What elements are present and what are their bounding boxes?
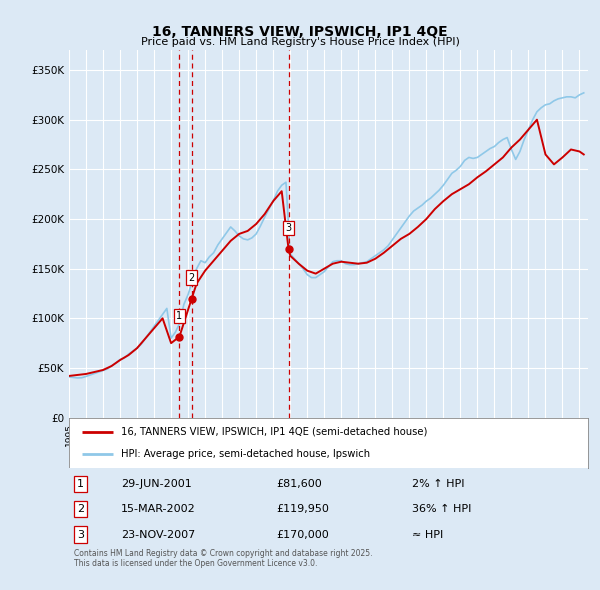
Text: £170,000: £170,000 [277, 530, 329, 540]
Text: Price paid vs. HM Land Registry's House Price Index (HPI): Price paid vs. HM Land Registry's House … [140, 37, 460, 47]
Text: 2: 2 [77, 504, 84, 514]
Text: 1: 1 [176, 311, 182, 321]
Text: Contains HM Land Registry data © Crown copyright and database right 2025.
This d: Contains HM Land Registry data © Crown c… [74, 549, 373, 568]
Text: £81,600: £81,600 [277, 479, 322, 489]
Text: 3: 3 [286, 223, 292, 233]
Text: 15-MAR-2002: 15-MAR-2002 [121, 504, 196, 514]
Text: 16, TANNERS VIEW, IPSWICH, IP1 4QE: 16, TANNERS VIEW, IPSWICH, IP1 4QE [152, 25, 448, 39]
Text: 3: 3 [77, 530, 84, 540]
Text: ≈ HPI: ≈ HPI [412, 530, 443, 540]
Text: £119,950: £119,950 [277, 504, 329, 514]
Text: 29-JUN-2001: 29-JUN-2001 [121, 479, 191, 489]
Text: 2% ↑ HPI: 2% ↑ HPI [412, 479, 464, 489]
Text: 1: 1 [77, 479, 84, 489]
Text: 2: 2 [188, 273, 195, 283]
Text: 16, TANNERS VIEW, IPSWICH, IP1 4QE (semi-detached house): 16, TANNERS VIEW, IPSWICH, IP1 4QE (semi… [121, 427, 427, 437]
Text: 36% ↑ HPI: 36% ↑ HPI [412, 504, 471, 514]
Text: 23-NOV-2007: 23-NOV-2007 [121, 530, 195, 540]
Text: HPI: Average price, semi-detached house, Ipswich: HPI: Average price, semi-detached house,… [121, 449, 370, 459]
